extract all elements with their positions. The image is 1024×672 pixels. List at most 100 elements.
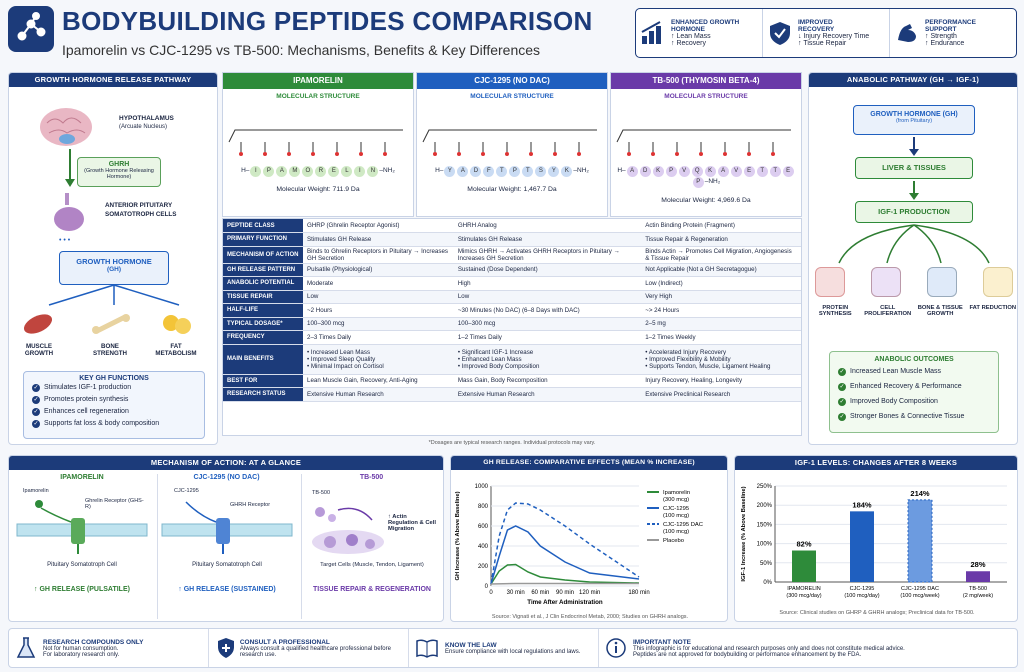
table-cell: Very High	[641, 290, 801, 304]
hypothalamus-label: HYPOTHALAMUS	[119, 115, 174, 122]
amino-acid-bead: N	[367, 166, 379, 177]
table-row: TYPICAL DOSAGE* 100–300 mcg 100–300 mcg 2–5…	[223, 317, 801, 331]
peptide-columns: IPAMORELIN MOLECULAR STRUCTURE H– I P A M O R E L I…	[222, 72, 802, 217]
function-text: Enhances cell regeneration	[44, 408, 129, 415]
check-icon: ✓	[32, 408, 40, 416]
table-row: RESEARCH STATUS Extensive Human Research E…	[223, 387, 801, 402]
row-header: RESEARCH STATUS	[223, 387, 303, 402]
bar-value-label: 28%	[970, 560, 985, 569]
table-row: PRIMARY FUNCTION Stimulates GH Release Sti…	[223, 232, 801, 247]
gh-label: GROWTH HORMONE	[76, 257, 152, 266]
molecular-weight: Molecular Weight: 1,467.7 Da	[467, 186, 557, 193]
amino-acid-bead: S	[535, 166, 547, 177]
table-row: ANABOLIC POTENTIAL Moderate High Low (Indir…	[223, 276, 801, 291]
function-text: Promotes protein synthesis	[44, 396, 129, 403]
y-tick-label: 600	[478, 524, 489, 530]
peptide-name: IPAMORELIN	[223, 73, 413, 89]
row-header: BEST FOR	[223, 374, 303, 388]
y-axis-label: GH Increase (% Above Baseline)	[455, 491, 461, 580]
fat-cells-icon	[163, 315, 191, 334]
outcome-item: ✓ Increased Lean Muscle Mass	[838, 368, 990, 383]
sequence-row: H– Y A D F T P T S Y K –NH₂	[417, 166, 607, 177]
peptide-name: TB-500 (THYMOSIN BETA-4)	[611, 73, 801, 89]
row-header: MAIN BENEFITS	[223, 344, 303, 375]
comparison-table-grid: PEPTIDE CLASS GHRP (Ghrelin Receptor Agon…	[223, 219, 801, 402]
table-row: HALF-LIFE ~2 Hours ~30 Minutes (No DAC) (6…	[223, 303, 801, 318]
effect-label: CELL PROLIFERATION	[864, 305, 912, 317]
anabolic-outcomes-box: ANABOLIC OUTCOMES ✓ Increased Lean Muscle…	[829, 351, 999, 433]
amino-acid-bead: K	[561, 166, 573, 177]
page-title: BODYBUILDING PEPTIDES COMPARISON	[62, 6, 593, 36]
legend-label: CJC-1295 (100 mcg)	[663, 506, 689, 519]
table-cell: High	[453, 276, 642, 291]
bar	[792, 550, 816, 582]
row-header: HALF-LIFE	[223, 303, 303, 318]
row-header: ANABOLIC POTENTIAL	[223, 276, 303, 291]
hypothalamus-sub: (Arcuate Nucleus)	[119, 124, 168, 130]
function-text: Stimulates IGF-1 production	[44, 384, 132, 391]
gh-sub: (from Pituitary)	[895, 118, 933, 124]
igf1-bar-chart: 0% 50% 100% 150% 200% 250% IGF-1 Increase (% A…	[741, 484, 1007, 616]
y-tick-label: 200	[478, 564, 489, 570]
ghrh-sub: (Growth Hormone Releasing Hormone)	[84, 168, 154, 180]
mech-ipamorelin: IPAMORELIN Ipamorelin Ghrelin Receptor (…	[13, 474, 151, 619]
gh-droplets: • • •	[59, 237, 71, 244]
amino-acid-bead: T	[522, 166, 534, 177]
outcome-text: Increased Lean Muscle Mass	[850, 368, 942, 375]
table-row: TISSUE REPAIR Low Low Very High	[223, 290, 801, 304]
x-tick-label: 120 min	[579, 590, 600, 596]
muscle-growth-label: MUSCLE GROWTH	[24, 343, 54, 357]
table-cell: Extensive Human Research	[303, 387, 454, 402]
table-cell: Mass Gain, Body Recomposition	[453, 374, 642, 388]
amino-acid-bead: T	[769, 166, 781, 177]
badge-line: ↑ Strength	[925, 33, 957, 40]
check-icon: ✓	[838, 413, 846, 421]
branch-arrows	[48, 284, 180, 306]
footer-title: CONSULT A PROFESSIONAL	[239, 638, 330, 646]
amino-acid-bead: E	[743, 166, 755, 177]
cell-label: Target Cells (Muscle, Tendon, Ligament)	[320, 562, 424, 568]
footer-title: RESEARCH COMPOUNDS ONLY	[43, 638, 144, 646]
cell-label: Pituitary Somatotroph Cell	[47, 562, 117, 568]
table-footnote: *Dosages are typical research ranges. In…	[428, 440, 596, 446]
amino-acid-bead: D	[470, 166, 482, 177]
mech-title: IPAMORELIN	[60, 474, 104, 481]
amino-acid-bead: I	[250, 166, 262, 177]
table-cell: GHRH Analog	[453, 219, 642, 233]
amino-acid-bead: K	[652, 166, 664, 177]
row-header: TISSUE REPAIR	[223, 290, 303, 304]
table-cell: • Significant IGF-1 Increase • Enhanced …	[453, 344, 642, 375]
function-item: ✓ Promotes protein synthesis	[32, 396, 196, 408]
bar	[907, 499, 933, 583]
table-cell: Not Applicable (Not a GH Secretagogue)	[641, 263, 801, 277]
fat-reduction-icon	[983, 267, 1013, 297]
table-cell: 1–2 Times Daily	[453, 330, 642, 345]
table-cell: Extensive Human Research	[453, 387, 642, 402]
badge-title: IMPROVED RECOVERY	[798, 19, 835, 33]
badge-performance: PERFORMANCE SUPPORT ↑ Strength ↑ Endurance	[890, 9, 1016, 57]
ligand-label: CJC-1295	[174, 488, 199, 494]
badge-line: ↓ Injury Recovery Time	[798, 33, 870, 40]
cell-proliferation-icon	[871, 267, 901, 297]
key-functions-box: KEY GH FUNCTIONS ✓ Stimulates IGF-1 produ…	[23, 371, 205, 439]
table-cell: Sustained (Dose Dependent)	[453, 263, 642, 277]
brain-icon	[40, 108, 92, 146]
table-cell: Extensive Preclinical Research	[641, 387, 801, 402]
amino-acid-bead: A	[717, 166, 729, 177]
down-arrow-icon	[909, 181, 919, 200]
row-header: GH RELEASE PATTERN	[223, 263, 303, 277]
table-row: FREQUENCY 2–3 Times Daily 1–2 Times Daily 1…	[223, 330, 801, 345]
amino-acid-bead: E	[782, 166, 794, 177]
table-cell: Actin Binding Protein (Fragment)	[641, 219, 801, 233]
badge-line: ↑ Recovery	[671, 40, 707, 47]
ligand-label: Ipamorelin	[23, 488, 49, 494]
fat-metabolism-label: FAT METABOLISM	[155, 343, 197, 357]
amino-acid-bead: A	[457, 166, 469, 177]
table-cell: • Increased Lean Mass • Improved Sleep Q…	[303, 344, 454, 375]
table-cell: 2–3 Times Daily	[303, 330, 454, 345]
table-cell: Lean Muscle Gain, Recovery, Anti-Aging	[303, 374, 454, 388]
table-cell: Binds Actin → Promotes Cell Migration, A…	[641, 246, 801, 264]
mech-tb500: TB-500 TB-500 ↑ Actin Regulation & Cell …	[301, 474, 441, 619]
structure-label: MOLECULAR STRUCTURE	[470, 93, 554, 100]
footer-text: This infographic is for educational and …	[633, 645, 905, 658]
